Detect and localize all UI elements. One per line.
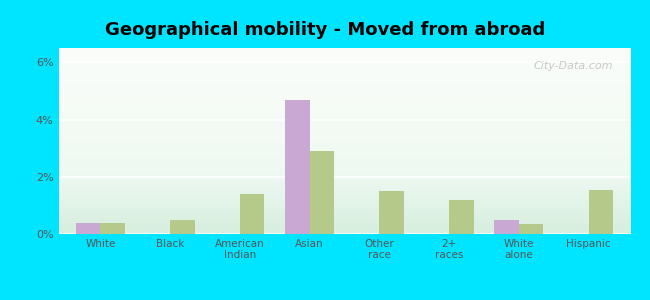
Text: City-Data.com: City-Data.com	[534, 61, 614, 71]
Bar	[380, 191, 404, 234]
Bar	[495, 220, 519, 234]
Bar	[449, 200, 474, 234]
Bar	[100, 223, 125, 234]
Bar	[240, 194, 265, 234]
Bar	[170, 220, 194, 234]
Bar	[309, 151, 334, 234]
Bar	[285, 100, 309, 234]
Text: Geographical mobility - Moved from abroad: Geographical mobility - Moved from abroa…	[105, 21, 545, 39]
Bar	[76, 223, 100, 234]
Bar	[589, 190, 613, 234]
Bar	[519, 224, 543, 234]
